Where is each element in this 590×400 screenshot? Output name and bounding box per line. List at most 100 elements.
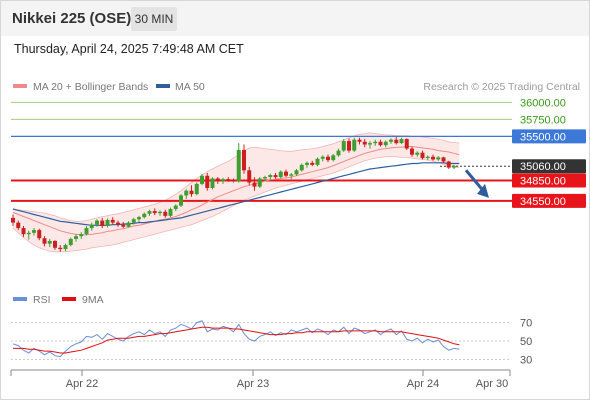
candle-body bbox=[326, 156, 330, 161]
candle-body bbox=[415, 152, 420, 155]
ma20-legend-swatch bbox=[13, 84, 27, 88]
candle-body bbox=[58, 247, 63, 250]
candle-body bbox=[336, 150, 341, 156]
rsi-tick-70: 70 bbox=[520, 318, 532, 330]
candle-body bbox=[121, 224, 126, 227]
candle-body bbox=[242, 149, 246, 171]
candle-body bbox=[383, 141, 388, 146]
chart-header: Nikkei 225 (OSE) 30 MIN bbox=[1, 1, 589, 36]
rsi-tick-50: 50 bbox=[520, 336, 532, 348]
candle-body bbox=[131, 219, 136, 223]
candle-body bbox=[11, 217, 15, 223]
rsi-ma-legend-label: 9MA bbox=[82, 294, 104, 306]
candle-body bbox=[294, 170, 299, 175]
candle-body bbox=[425, 156, 430, 159]
ma50-legend-swatch bbox=[156, 84, 170, 88]
candle-body bbox=[357, 139, 362, 142]
level-label-34550.00: 34550.00 bbox=[520, 196, 566, 208]
candle-body bbox=[331, 155, 336, 161]
x-label-apr22: Apr 22 bbox=[66, 378, 98, 390]
bollinger-band bbox=[13, 132, 460, 252]
candle-body bbox=[257, 178, 262, 187]
ma50-line bbox=[12, 162, 460, 226]
level-box-34550.00 bbox=[512, 193, 586, 208]
candle-body bbox=[320, 156, 325, 159]
candle-body bbox=[404, 139, 409, 149]
candle-body bbox=[16, 222, 21, 229]
candle-body bbox=[315, 158, 320, 165]
rsi-legend-swatch bbox=[13, 297, 27, 301]
candle-body bbox=[84, 228, 89, 235]
candle-body bbox=[341, 141, 346, 151]
candle-body bbox=[221, 179, 225, 182]
candle-body bbox=[200, 175, 204, 184]
candle-body bbox=[263, 177, 267, 179]
candle-body bbox=[420, 152, 425, 159]
candle-body bbox=[431, 156, 435, 160]
candle-body bbox=[399, 139, 404, 144]
bollinger-lower-line bbox=[12, 156, 460, 253]
candle-body bbox=[289, 174, 294, 176]
candle-body bbox=[173, 205, 178, 210]
candle-body bbox=[436, 157, 441, 160]
candle-body bbox=[189, 190, 194, 195]
candle-body bbox=[278, 171, 283, 178]
ma20-legend-label: MA 20 + Bollinger Bands bbox=[33, 81, 148, 93]
candle-body bbox=[373, 141, 378, 144]
candle-body bbox=[137, 217, 141, 220]
candle-body bbox=[452, 166, 456, 168]
candle-body bbox=[47, 240, 52, 244]
source-credit: Research © 2025 Trading Central bbox=[423, 81, 580, 93]
candle-body bbox=[347, 141, 351, 151]
rsi-tick-30: 30 bbox=[520, 354, 532, 366]
candle-body bbox=[79, 234, 84, 237]
level-box-35500.00 bbox=[512, 129, 586, 144]
candle-body bbox=[215, 178, 220, 182]
level-label-35060.00: 35060.00 bbox=[520, 161, 566, 173]
candle-body bbox=[368, 143, 372, 145]
candle-body bbox=[184, 190, 189, 196]
level-label-35750.00: 35750.00 bbox=[520, 114, 566, 126]
bollinger-upper-line bbox=[12, 132, 460, 222]
level-label-35500.00: 35500.00 bbox=[520, 131, 566, 143]
ma50-legend-label: MA 50 bbox=[175, 81, 205, 93]
candle-body bbox=[89, 224, 94, 229]
candle-body bbox=[53, 240, 57, 248]
candle-body bbox=[231, 179, 236, 182]
candle-body bbox=[105, 219, 110, 227]
candle-body bbox=[389, 139, 393, 142]
candle-body bbox=[441, 157, 446, 162]
x-label-apr30: Apr 30 bbox=[476, 378, 508, 390]
candle-body bbox=[163, 211, 168, 216]
rsi-panel: 70 50 30 bbox=[11, 318, 532, 366]
rsi-ma-line bbox=[13, 326, 460, 354]
candle-body bbox=[194, 183, 199, 195]
candle-body bbox=[37, 230, 42, 239]
instrument-title: Nikkei 225 (OSE) bbox=[12, 10, 132, 27]
candle-body bbox=[378, 141, 383, 146]
candle-body bbox=[100, 220, 105, 227]
x-label-apr23: Apr 23 bbox=[237, 378, 269, 390]
level-label-36000.00: 36000.00 bbox=[520, 97, 566, 109]
candle-body bbox=[26, 232, 31, 235]
candle-body bbox=[210, 178, 215, 188]
candle-body bbox=[74, 236, 78, 239]
candle-body bbox=[352, 139, 357, 151]
timeframe-button[interactable]: 30 MIN bbox=[131, 7, 177, 31]
candle-body bbox=[362, 141, 367, 145]
candle-body bbox=[116, 222, 120, 225]
candle-body bbox=[410, 148, 414, 155]
candle-body bbox=[158, 211, 162, 214]
candle-body bbox=[95, 220, 99, 225]
rsi-legend-label: RSI bbox=[33, 294, 51, 306]
timestamp: Thursday, April 24, 2025 7:49:48 AM CET bbox=[14, 42, 244, 56]
rsi-line bbox=[12, 320, 460, 358]
level-box-34850.00 bbox=[512, 173, 586, 188]
price-panel: 36000.00 35750.00 35500.00 35060.00 34850.00… bbox=[11, 97, 586, 253]
candle-body bbox=[446, 161, 451, 168]
rsi-ma-legend-swatch bbox=[62, 297, 76, 301]
level-box-35060.00 bbox=[512, 159, 586, 174]
x-label-apr24: Apr 24 bbox=[407, 378, 439, 390]
candle-body bbox=[63, 245, 68, 250]
